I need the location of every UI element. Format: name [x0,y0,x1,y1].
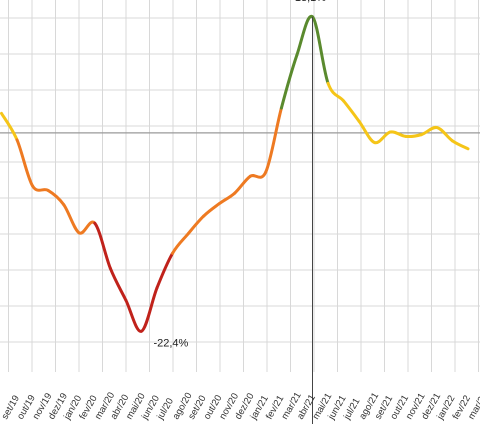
series-segment-out/19-nov/19 [15,138,35,188]
series-segment-abr/20-mai/20 [108,266,128,302]
series-segment-mar/21-abr/21 [279,53,299,110]
series-segment-jun/20-jul/20 [139,286,159,333]
series-segment-jul/21-ago/21 [342,99,361,123]
series-segment-mar/20-abr/20 [93,221,112,270]
series-segment-fev/21-mar/21 [264,106,283,174]
series-line [0,14,470,333]
series-segment-nov/20-dez/20 [217,191,237,206]
series-segment-dez/21-jan/22 [419,125,439,137]
series-segment-nov/19-dez/19 [31,184,50,192]
series-segment-mai/20-jun/20 [124,298,143,333]
series-segment-jun/21-jul/21 [326,81,346,103]
series-segment-ago/20-set/20 [171,232,190,255]
series-segment-jan/21-fev/21 [248,170,268,179]
grid [0,0,480,372]
series-segment-fev/22-mar/22 [450,139,470,151]
peak-data-label: 13,1% [295,0,326,4]
series-segment-jul/20-ago/20 [155,251,175,290]
series-segment-dez/20-jan/21 [233,174,252,195]
series-segment-out/20-nov/20 [202,202,221,218]
series-segment-set/21-out/21 [373,130,392,145]
series-segment-abr/21-mai/21 [295,14,314,57]
trough-data-label: -22,4% [153,337,188,349]
series-segment-ago/21-set/21 [357,119,377,145]
series-segment-jan/20-fev/20 [62,203,81,235]
series-segment-jan/22-fev/22 [435,126,454,143]
series-segment-fev/20-mar/20 [77,220,97,235]
series-segment-dez/19-jan/20 [46,188,66,207]
annotations: 13,1% -22,4% [153,0,326,424]
series-segment-set/19-out/19 [0,111,19,142]
x-tick-labels: set/19out/19nov/19dez/19jan/20fev/20mar/… [0,390,480,422]
series-segment-set/20-out/20 [186,214,206,236]
series-segment-mai/21-jun/21 [311,15,330,85]
